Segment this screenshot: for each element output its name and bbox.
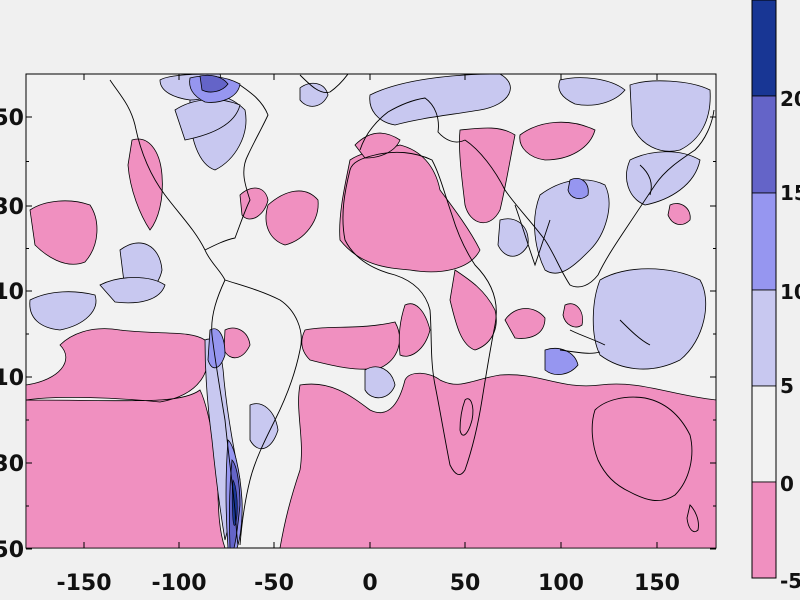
y-tick-labels: 50 30 10 -10 -30 -50 bbox=[0, 106, 24, 563]
north-pacific-high-region bbox=[299, 82, 329, 107]
colorbar-label: 20 bbox=[780, 87, 800, 111]
pacific-tropical-central-region bbox=[29, 291, 97, 331]
north-pacific-asia-region bbox=[629, 80, 711, 152]
east-africa-region bbox=[449, 269, 497, 351]
coastline-japan bbox=[639, 164, 652, 196]
colorbar-bin bbox=[751, 95, 777, 194]
north-america-east-region bbox=[174, 99, 241, 141]
coastline-south-america bbox=[211, 279, 302, 546]
x-tick-label: -150 bbox=[56, 571, 111, 596]
colorbar-label: 5 bbox=[780, 374, 794, 398]
atlantic-small-region bbox=[239, 187, 269, 220]
north-africa-region bbox=[339, 144, 481, 273]
colorbar: 20 15 10 5 0 -5 bbox=[751, 0, 800, 593]
coastline-new-zealand bbox=[686, 504, 699, 533]
pacific-tropical-center2-region bbox=[99, 277, 166, 304]
middle-east-region bbox=[459, 127, 516, 223]
coastline-india bbox=[514, 204, 551, 267]
positive-light-regions bbox=[29, 74, 711, 541]
colorbar-frame bbox=[751, 0, 777, 579]
north-america-gulf-region bbox=[127, 138, 163, 231]
north-pacific-west-region bbox=[29, 200, 98, 265]
coastline-maritime bbox=[559, 319, 651, 354]
andes-max-region bbox=[231, 479, 238, 526]
south-atlantic-indian-region bbox=[279, 372, 716, 548]
y-tick-label: 50 bbox=[0, 106, 24, 131]
x-tick-label: -50 bbox=[254, 571, 294, 596]
colorbar-label: 0 bbox=[780, 472, 794, 496]
south-pacific-region bbox=[26, 328, 226, 548]
x-tick-labels: -150 -100 -50 0 50 100 150 bbox=[56, 571, 680, 596]
kuroshio-region bbox=[626, 151, 701, 206]
maritime-small-region bbox=[562, 303, 583, 328]
coastline-north-america bbox=[109, 79, 269, 281]
atlantic-mid-region bbox=[265, 190, 319, 246]
west-pacific-warm-region bbox=[592, 268, 707, 370]
axis-ticks bbox=[26, 74, 716, 550]
colorbar-bin bbox=[751, 481, 777, 579]
y-tick-label: -50 bbox=[0, 538, 24, 563]
coastline-africa bbox=[342, 151, 497, 476]
east-asia-region bbox=[534, 179, 610, 274]
coastlines bbox=[109, 74, 715, 546]
tropical-pacific-east-region bbox=[667, 203, 691, 225]
north-europe-region bbox=[354, 132, 401, 159]
colorbar-label: 10 bbox=[780, 280, 800, 304]
x-tick-label: 100 bbox=[538, 571, 584, 596]
y-tick-label: 30 bbox=[0, 195, 24, 220]
central-asia-region bbox=[519, 121, 596, 161]
gulf-guinea-region bbox=[398, 303, 431, 357]
negative-anomaly-regions bbox=[26, 121, 716, 548]
colorbar-label: 15 bbox=[780, 181, 800, 205]
positive-max-regions bbox=[231, 479, 238, 526]
y-tick-label: -10 bbox=[0, 366, 24, 391]
map-panel: -150 -100 -50 0 50 100 150 50 30 10 -10 -30 -50 bbox=[0, 73, 717, 596]
colorbar-label: -5 bbox=[780, 569, 800, 593]
colorbar-labels: 20 15 10 5 0 -5 bbox=[780, 87, 800, 593]
coastline-asia bbox=[464, 109, 715, 288]
hudson-strong-region bbox=[199, 74, 229, 93]
coastline-australia bbox=[591, 396, 693, 502]
coastline-europe bbox=[359, 97, 466, 151]
colorbar-bin bbox=[751, 385, 777, 483]
indonesia-region bbox=[544, 348, 579, 375]
china-region bbox=[567, 178, 589, 200]
colorbar-bin bbox=[751, 0, 777, 97]
coastline-madagascar bbox=[459, 398, 474, 436]
siberia-region bbox=[558, 77, 626, 106]
pacific-east-small-region bbox=[223, 327, 251, 359]
maritime-east-region bbox=[504, 308, 546, 339]
colorbar-bins bbox=[751, 0, 777, 579]
north-atlantic-arctic-region bbox=[369, 74, 511, 126]
colorbar-bin bbox=[751, 192, 777, 291]
y-tick-label: -30 bbox=[0, 452, 24, 477]
x-tick-label: 150 bbox=[634, 571, 680, 596]
x-tick-label: 50 bbox=[450, 571, 481, 596]
colorbar-bin bbox=[751, 289, 777, 387]
atlantic-central-region bbox=[364, 366, 396, 399]
x-tick-label: -100 bbox=[151, 571, 206, 596]
coastline-greenland bbox=[299, 74, 349, 93]
x-tick-label: 0 bbox=[362, 571, 377, 596]
south-america-mid-region bbox=[249, 403, 279, 450]
y-tick-label: 10 bbox=[0, 280, 24, 305]
